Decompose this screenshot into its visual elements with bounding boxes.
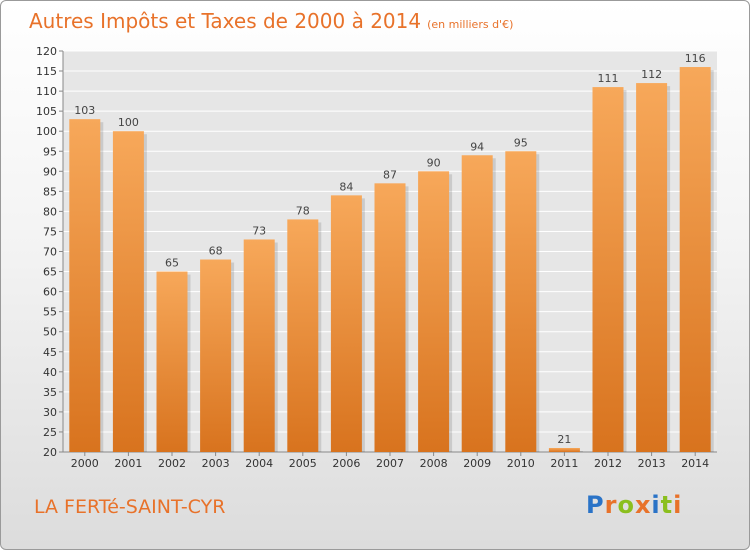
x-tick-label: 2012 bbox=[594, 457, 622, 470]
y-tick-label: 115 bbox=[36, 65, 57, 78]
data-label: 100 bbox=[118, 116, 139, 129]
y-tick-label: 30 bbox=[43, 406, 57, 419]
bar bbox=[200, 259, 232, 452]
y-tick-label: 50 bbox=[43, 326, 57, 339]
x-tick-label: 2004 bbox=[245, 457, 273, 470]
logo-letter: t bbox=[660, 491, 674, 519]
logo-letter: o bbox=[617, 491, 635, 519]
bar bbox=[112, 131, 144, 452]
data-label: 94 bbox=[470, 140, 484, 153]
data-label: 65 bbox=[165, 257, 179, 270]
data-label: 90 bbox=[427, 156, 441, 169]
bar bbox=[592, 87, 624, 452]
y-tick-label: 70 bbox=[43, 246, 57, 259]
logo-letter: r bbox=[604, 491, 618, 519]
x-tick-label: 2001 bbox=[114, 457, 142, 470]
bar bbox=[374, 183, 406, 452]
y-tick-label: 45 bbox=[43, 346, 57, 359]
y-tick-label: 75 bbox=[43, 225, 57, 238]
data-label: 78 bbox=[296, 204, 310, 217]
y-tick-label: 110 bbox=[36, 85, 57, 98]
y-tick-label: 100 bbox=[36, 125, 57, 138]
title-text: Autres Impôts et Taxes de 2000 à 2014 bbox=[29, 9, 422, 33]
y-tick-label: 55 bbox=[43, 306, 57, 319]
x-tick-label: 2011 bbox=[550, 457, 578, 470]
data-label: 73 bbox=[252, 224, 266, 237]
y-tick-label: 60 bbox=[43, 286, 57, 299]
data-label: 21 bbox=[557, 433, 571, 446]
bar bbox=[418, 171, 450, 453]
y-tick-label: 90 bbox=[43, 165, 57, 178]
y-tick-label: 105 bbox=[36, 105, 57, 118]
y-tick-label: 120 bbox=[36, 45, 57, 58]
logo-letter: i bbox=[651, 491, 661, 519]
data-label: 68 bbox=[209, 245, 223, 258]
data-label: 103 bbox=[74, 104, 95, 117]
x-tick-label: 2007 bbox=[376, 457, 404, 470]
bar bbox=[679, 67, 711, 452]
bar bbox=[69, 119, 101, 453]
data-label: 87 bbox=[383, 168, 397, 181]
title-unit: (en milliers d'€) bbox=[427, 18, 514, 31]
bar bbox=[243, 239, 275, 452]
data-label: 112 bbox=[641, 68, 662, 81]
x-tick-label: 2008 bbox=[420, 457, 448, 470]
logo-letter: P bbox=[586, 491, 605, 519]
commune-name: LA FERTé-SAINT-CYR bbox=[34, 496, 226, 518]
bar bbox=[330, 195, 362, 453]
x-tick-label: 2000 bbox=[71, 457, 99, 470]
bar bbox=[287, 219, 319, 452]
x-tick-label: 2002 bbox=[158, 457, 186, 470]
x-tick-label: 2014 bbox=[681, 457, 709, 470]
bar bbox=[461, 155, 493, 452]
y-tick-label: 65 bbox=[43, 266, 57, 279]
data-label: 95 bbox=[514, 136, 528, 149]
bar bbox=[548, 447, 580, 452]
y-tick-label: 35 bbox=[43, 386, 57, 399]
y-tick-label: 20 bbox=[43, 446, 57, 459]
y-tick-label: 80 bbox=[43, 205, 57, 218]
y-tick-label: 25 bbox=[43, 426, 57, 439]
x-tick-label: 2013 bbox=[638, 457, 666, 470]
logo-letter: i bbox=[673, 491, 683, 519]
bar bbox=[636, 83, 668, 452]
bar bbox=[156, 271, 188, 452]
proxiti-logo: Proxiti bbox=[586, 491, 682, 519]
x-tick-label: 2006 bbox=[332, 457, 360, 470]
data-label: 84 bbox=[339, 180, 353, 193]
x-tick-label: 2009 bbox=[463, 457, 491, 470]
bar bbox=[505, 151, 537, 452]
data-label: 111 bbox=[598, 72, 619, 85]
y-tick-label: 40 bbox=[43, 366, 57, 379]
y-tick-label: 95 bbox=[43, 145, 57, 158]
chart-title: Autres Impôts et Taxes de 2000 à 2014 (en… bbox=[29, 9, 513, 33]
x-tick-label: 2010 bbox=[507, 457, 535, 470]
logo-letter: x bbox=[634, 491, 652, 519]
x-tick-label: 2003 bbox=[202, 457, 230, 470]
data-label: 116 bbox=[685, 52, 706, 65]
x-tick-label: 2005 bbox=[289, 457, 317, 470]
y-tick-label: 85 bbox=[43, 185, 57, 198]
